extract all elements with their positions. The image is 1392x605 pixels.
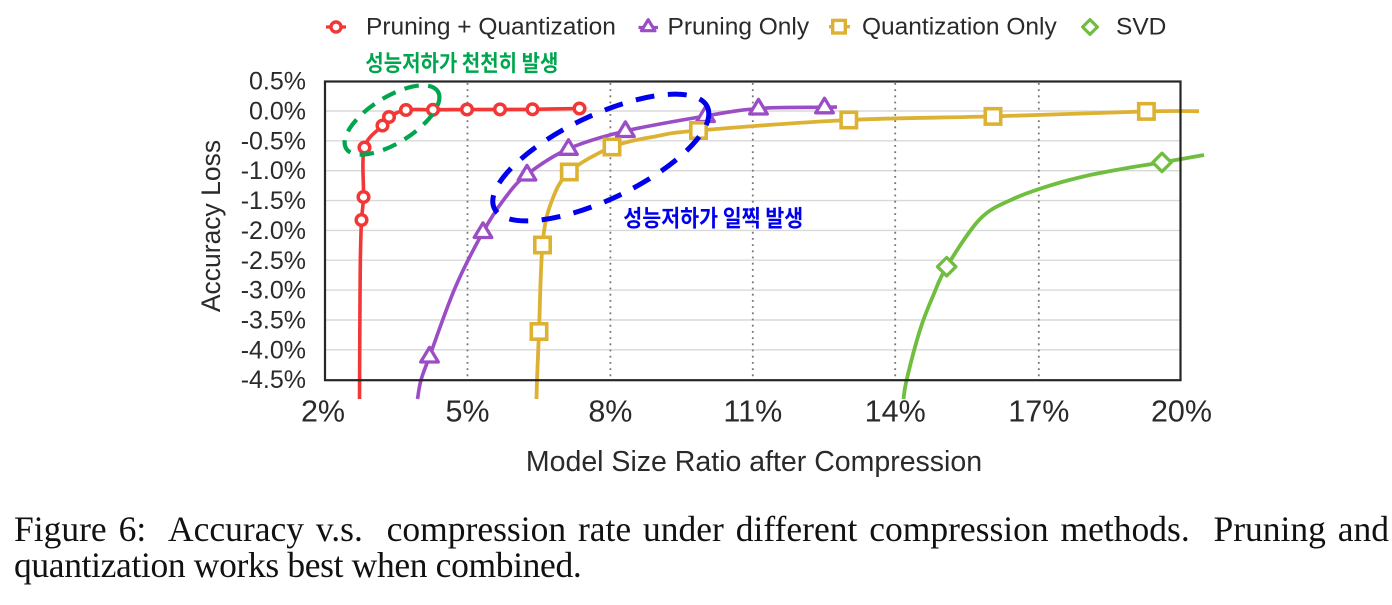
svg-text:-4.5%: -4.5% <box>241 366 306 394</box>
svg-text:5%: 5% <box>445 395 489 429</box>
svg-text:-3.5%: -3.5% <box>241 307 306 335</box>
svg-text:Pruning + Quantization: Pruning + Quantization <box>366 14 616 41</box>
svg-text:-0.5%: -0.5% <box>241 127 306 155</box>
svg-text:-2.5%: -2.5% <box>241 247 306 275</box>
svg-text:Accuracy Loss: Accuracy Loss <box>196 140 226 312</box>
svg-text:8%: 8% <box>588 395 632 429</box>
svg-text:-4.0%: -4.0% <box>241 336 306 364</box>
svg-text:0.0%: 0.0% <box>249 98 306 126</box>
svg-text:-2.0%: -2.0% <box>241 217 306 245</box>
svg-text:2%: 2% <box>301 395 345 429</box>
svg-text:20%: 20% <box>1151 395 1212 429</box>
svg-text:Pruning Only: Pruning Only <box>668 14 810 41</box>
svg-text:Quantization Only: Quantization Only <box>862 14 1057 41</box>
svg-text:0.5%: 0.5% <box>249 68 306 96</box>
svg-text:SVD: SVD <box>1116 14 1166 41</box>
svg-text:-3.0%: -3.0% <box>241 277 306 305</box>
svg-text:14%: 14% <box>865 395 926 429</box>
svg-text:-1.5%: -1.5% <box>241 187 306 215</box>
svg-text:17%: 17% <box>1008 395 1069 429</box>
svg-text:11%: 11% <box>723 395 782 429</box>
svg-text:-1.0%: -1.0% <box>241 157 306 185</box>
svg-text:Model Size Ratio after Compres: Model Size Ratio after Compression <box>526 446 982 478</box>
